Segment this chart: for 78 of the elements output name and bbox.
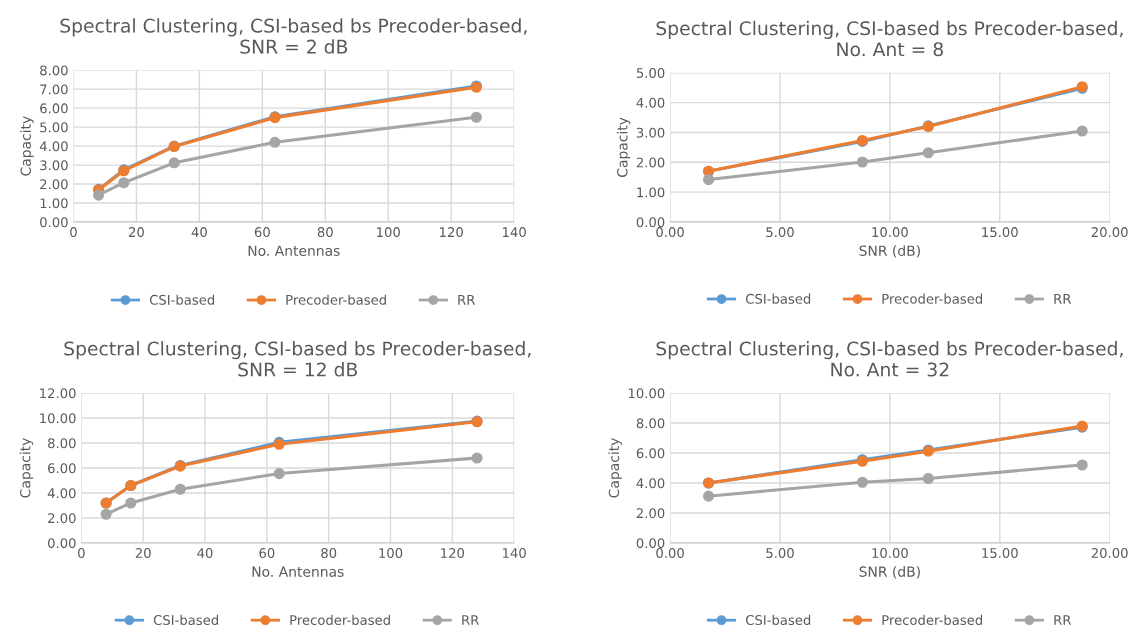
x-tick-label: 0 [70, 227, 77, 238]
x-tick-label: 80 [317, 227, 333, 238]
x-tick-label: 100 [379, 548, 403, 559]
y-tick-label: 6.00 [48, 463, 76, 474]
chart-title: Spectral Clustering, CSI-based bs Precoder-based, No. Ant = 8 [656, 20, 1123, 57]
legend-label: CSI-based [745, 293, 811, 304]
y-tick-label: 2.00 [636, 508, 665, 519]
x-tick-label: 20 [128, 227, 144, 238]
x-tick-label: 20.00 [1091, 548, 1128, 559]
x-tick-label: 0.00 [656, 548, 684, 559]
y-axis-title: Capacity [616, 117, 631, 177]
y-tick-label: 4.00 [636, 478, 665, 489]
legend-label: CSI-based [745, 614, 811, 625]
x-tick-label: 20 [135, 548, 151, 559]
legend-label: Precoder-based [882, 614, 982, 625]
x-tick-label: 40 [197, 548, 213, 559]
y-tick-label: 10.00 [40, 413, 76, 424]
y-tick-label: 5.00 [40, 122, 68, 133]
x-tick-label: 10.00 [872, 227, 908, 238]
y-tick-label: 1.00 [40, 198, 68, 209]
legend-label: RR [458, 295, 476, 305]
x-tick-label: 40 [191, 227, 207, 238]
y-axis-title: Capacity [19, 438, 34, 498]
x-tick-label: 80 [321, 548, 337, 559]
x-tick-label: 20.00 [1091, 227, 1128, 238]
legend-label: CSI-based [153, 614, 218, 625]
x-tick-label: 5.00 [766, 548, 794, 559]
y-tick-label: 3.00 [40, 160, 68, 171]
y-tick-label: 4.00 [636, 97, 665, 108]
legend-label: Precoder-based [290, 614, 390, 625]
legend-label: Precoder-based [286, 294, 386, 305]
y-tick-label: 0.00 [40, 217, 68, 228]
y-tick-label: 4.00 [39, 141, 68, 152]
legend-label: CSI-based [149, 294, 215, 305]
y-tick-label: 8.00 [636, 418, 665, 429]
legend-label: Precoder-based [882, 293, 982, 304]
y-tick-label: 8.00 [48, 438, 76, 449]
y-tick-label: 6.00 [636, 448, 665, 459]
chart-title: Spectral Clustering, CSI-based bs Precoder-based, SNR = 12 dB [64, 341, 531, 377]
y-axis-title: Capacity [20, 116, 34, 176]
x-axis-title: SNR (dB) [859, 566, 920, 579]
x-tick-label: 15.00 [982, 227, 1018, 238]
x-tick-label: 60 [254, 227, 270, 238]
x-axis-title: SNR (dB) [859, 245, 920, 258]
x-tick-label: 120 [441, 548, 465, 559]
chart-title: Spectral Clustering, CSI-based bs Precoder-based, No. Ant = 32 [656, 341, 1123, 377]
x-tick-label: 100 [377, 227, 400, 238]
chart-title: Spectral Clustering, CSI-based bs Precoder-based, SNR = 2 dB [60, 18, 527, 54]
x-tick-label: 120 [440, 227, 463, 238]
x-tick-label: 140 [503, 227, 526, 238]
legend-label: RR [462, 615, 479, 625]
y-tick-label: 8.00 [40, 65, 68, 76]
x-tick-label: 10.00 [872, 548, 908, 559]
x-tick-label: 5.00 [766, 227, 794, 238]
y-tick-label: 2.00 [636, 157, 665, 168]
y-tick-label: 0.00 [636, 538, 665, 549]
y-tick-label: 6.00 [40, 103, 68, 114]
y-tick-label: 4.00 [47, 488, 76, 499]
x-tick-label: 0.00 [656, 227, 684, 238]
y-tick-label: 12.00 [40, 388, 76, 399]
x-tick-label: 140 [503, 548, 526, 559]
y-tick-label: 3.00 [636, 127, 665, 138]
y-tick-label: 10.00 [628, 388, 665, 399]
y-tick-label: 5.00 [636, 67, 665, 78]
y-axis-title: Capacity [608, 438, 622, 498]
y-tick-label: 1.00 [637, 187, 665, 198]
x-axis-title: No. Antennas [248, 245, 340, 256]
y-tick-label: 2.00 [40, 179, 68, 190]
legend-label: RR [1054, 294, 1072, 304]
y-tick-label: 2.00 [48, 513, 76, 524]
x-tick-label: 60 [259, 548, 275, 559]
x-tick-label: 0 [78, 548, 85, 559]
x-axis-title: No. Antennas [252, 566, 344, 577]
y-tick-label: 0.00 [636, 217, 665, 228]
legend-label: RR [1054, 615, 1072, 625]
y-tick-label: 0.00 [47, 538, 76, 549]
x-tick-label: 15.00 [982, 548, 1018, 559]
y-tick-label: 7.00 [40, 84, 68, 95]
